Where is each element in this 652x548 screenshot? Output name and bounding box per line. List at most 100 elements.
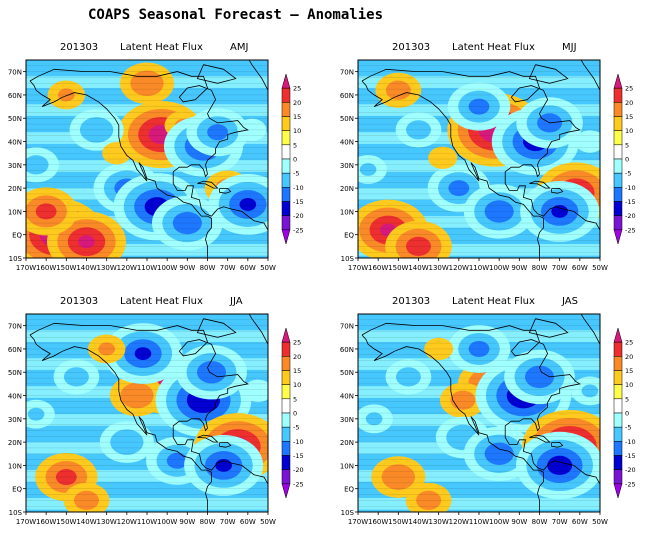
coastline: [248, 314, 268, 345]
field-band: [26, 244, 268, 256]
colorbar-label: -25: [293, 480, 304, 488]
coastline: [580, 314, 600, 345]
heatmap-chart: 201303 Latent Heat Flux JJA 170W 160W 150W 140…: [8, 296, 304, 526]
colorbar-segment: [613, 215, 623, 231]
field-band: [26, 414, 268, 426]
y-tick-label: 10N: [340, 462, 354, 470]
x-tick-label: 110W: [469, 518, 489, 526]
colorbar-segment: [281, 327, 291, 343]
y-tick-label: 10N: [340, 208, 354, 216]
anomaly-cell: [381, 464, 415, 490]
anomaly-cell: [110, 429, 144, 455]
x-tick-label: 130W: [429, 264, 449, 272]
colorbar-label: -20: [293, 466, 304, 474]
colorbar-label: -5: [625, 170, 631, 178]
colorbar-label: -5: [293, 170, 299, 178]
x-tick-label: 140W: [76, 264, 96, 272]
x-tick-label: 50W: [592, 264, 608, 272]
y-tick-label: 50N: [8, 369, 22, 377]
x-tick-label: 80W: [532, 264, 548, 272]
colorbar-segment: [281, 172, 291, 188]
coastline: [361, 322, 600, 512]
colorbar-label: -5: [625, 424, 631, 432]
x-tick-label: 80W: [200, 518, 216, 526]
colorbar-segment: [281, 483, 291, 499]
anomaly-field: [358, 60, 600, 258]
colorbar-segment: [613, 130, 623, 146]
forecast-panel: 201303 Latent Heat Flux JAS 170W 160W 150W 140…: [332, 284, 652, 548]
colorbar-label: -25: [293, 226, 304, 234]
colorbar-segment: [281, 229, 291, 245]
anomaly-cell: [196, 361, 227, 384]
colorbar-segment: [613, 469, 623, 485]
y-tick-label: 60N: [340, 346, 354, 354]
field-band: [358, 498, 600, 510]
colorbar-segment: [613, 87, 623, 103]
x-tick-label: 160W: [36, 264, 56, 272]
anomaly-cell: [120, 382, 154, 409]
coastline: [196, 318, 237, 338]
colorbar-label: -25: [625, 480, 636, 488]
colorbar-segment: [613, 187, 623, 202]
colorbar-segment: [281, 187, 291, 202]
colorbar-label: -15: [625, 452, 636, 460]
colorbar-segment: [281, 469, 291, 485]
x-tick-label: 150W: [56, 264, 76, 272]
y-tick-label: 30N: [340, 416, 354, 424]
anomaly-cell: [365, 412, 383, 426]
colorbar-segment: [281, 130, 291, 146]
colorbar-segment: [613, 384, 623, 400]
colorbar-label: 15: [625, 113, 633, 121]
anomaly-cell: [575, 130, 600, 153]
colorbar-label: -20: [625, 212, 636, 220]
panel-season: MJJ: [562, 42, 577, 53]
y-tick-label: 30N: [340, 162, 354, 170]
y-tick-label: 10S: [341, 509, 355, 517]
coastline: [529, 180, 551, 189]
colorbar-segment: [281, 158, 291, 174]
panel-season: JAS: [561, 296, 578, 307]
coastline: [551, 187, 564, 194]
anomaly-cell: [35, 203, 57, 220]
y-tick-label: 40N: [340, 393, 354, 401]
colorbar-label: -20: [625, 466, 636, 474]
panel-variable: Latent Heat Flux: [452, 42, 535, 53]
colorbar-label: 15: [293, 113, 301, 121]
x-tick-label: 170W: [348, 264, 368, 272]
colorbar-segment: [281, 73, 291, 89]
anomaly-field: [26, 314, 268, 512]
colorbar-segment: [613, 144, 623, 160]
anomaly-cell: [74, 490, 99, 510]
colorbar-label: 10: [625, 127, 633, 135]
anomaly-field: [26, 60, 268, 258]
colorbar-segment: [613, 441, 623, 456]
colorbar-label: 5: [625, 141, 629, 149]
colorbar-label: 20: [293, 353, 301, 361]
colorbar-segment: [613, 158, 623, 174]
coastline: [219, 187, 232, 194]
heatmap-chart: 201303 Latent Heat Flux AMJ 170W 160W 150W 140…: [8, 42, 304, 272]
colorbar-segment: [613, 370, 623, 385]
coastline: [29, 322, 268, 512]
colorbar-segment: [613, 102, 623, 117]
y-tick-label: 10S: [9, 255, 23, 263]
colorbar-label: 20: [293, 99, 301, 107]
x-tick-label: 70W: [220, 518, 236, 526]
anomaly-cell: [406, 236, 431, 256]
x-tick-label: 80W: [200, 264, 216, 272]
colorbar-segment: [613, 172, 623, 188]
coastline: [361, 68, 600, 258]
colorbar-label: 25: [625, 85, 633, 93]
coastline: [197, 180, 219, 189]
colorbar-segment: [281, 412, 291, 428]
colorbar-label: 20: [625, 99, 633, 107]
colorbar-segment: [281, 398, 291, 414]
y-tick-label: 50N: [8, 115, 22, 123]
y-tick-label: 60N: [8, 346, 22, 354]
forecast-panel: 201303 Latent Heat Flux AMJ 170W 160W 150W 140…: [0, 30, 320, 294]
colorbar-segment: [613, 412, 623, 428]
anomaly-cell: [468, 98, 490, 115]
y-tick-label: 20N: [340, 185, 354, 193]
y-tick-label: 20N: [8, 185, 22, 193]
anomaly-cell: [130, 70, 164, 97]
